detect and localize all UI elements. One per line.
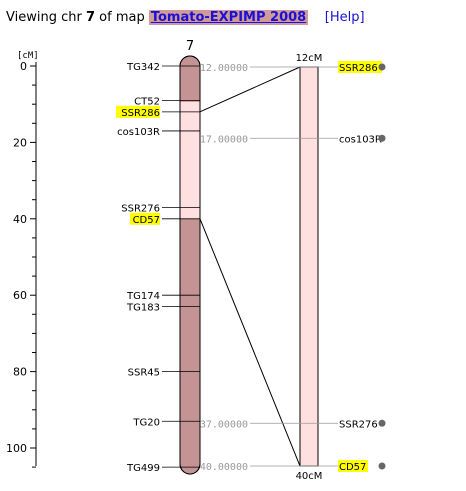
header-middle: of map — [99, 10, 145, 25]
chromosome-selected-region[interactable] — [180, 101, 200, 219]
chromosome-marker-label[interactable]: TG174 — [126, 291, 160, 302]
marker-info-dot-icon[interactable] — [378, 462, 386, 470]
ruler-tick-label: 80 — [13, 366, 27, 379]
zoomed-section[interactable]: 12cM 40cM 12.00000 SSR286 17.00000 cos103R 37.… — [199, 53, 386, 482]
chromosome-marker-label[interactable]: TG342 — [126, 62, 160, 73]
map-name-link[interactable]: Tomato-EXPIMP 2008 — [148, 10, 309, 25]
chromosome-name: 7 — [186, 39, 194, 54]
chromosome-marker-label[interactable]: SSR276 — [121, 203, 160, 214]
zoom-marker-position: 12.00000 — [200, 63, 248, 74]
chromosome-outline — [179, 55, 201, 475]
chromosome-marker-label[interactable]: cos103R — [117, 127, 160, 138]
chromosome-marker-label[interactable]: CT52 — [134, 96, 160, 107]
ruler-unit-label: [cM] — [17, 51, 39, 61]
marker-highlight — [338, 61, 382, 73]
help-open-bracket: [ — [324, 10, 330, 25]
ruler-tick-label: 60 — [13, 289, 27, 302]
zoom-top-label: 12cM — [296, 53, 323, 64]
chromosome-marker-label[interactable]: TG20 — [132, 417, 160, 428]
page-header: Viewing chr 7 of map Tomato-EXPIMP 2008 … — [6, 10, 365, 25]
ruler-tick-label: 40 — [13, 213, 27, 226]
marker-info-dot-icon[interactable] — [378, 134, 386, 142]
zoom-marker-position: 17.00000 — [200, 134, 248, 145]
marker-info-dot-icon[interactable] — [378, 419, 386, 427]
header-prefix: Viewing chr — [6, 10, 82, 25]
zoom-marker-position: 40.00000 — [200, 462, 248, 473]
zoom-marker-label[interactable]: SSR286 — [339, 63, 378, 74]
zoom-marker-label[interactable]: CD57 — [339, 462, 366, 473]
ruler-tick-label: 20 — [13, 136, 27, 149]
cm-ruler: [cM]0 20 40 60 80 100 — [6, 51, 39, 468]
zoom-marker-position: 37.00000 — [200, 419, 248, 430]
marker-highlight — [338, 460, 368, 472]
marker-highlight — [116, 105, 160, 118]
help-close-bracket: ] — [359, 10, 365, 25]
ruler-tick-label: 100 — [6, 442, 27, 455]
chromosome-marker-label[interactable]: TG183 — [126, 303, 160, 314]
chromosome-number: 7 — [85, 10, 96, 25]
chromosome-marker-label[interactable]: TG499 — [126, 463, 160, 474]
zoom-marker-label[interactable]: cos103R — [339, 134, 382, 145]
ruler-tick-label: 0 — [20, 60, 27, 73]
marker-highlight — [130, 212, 160, 225]
zoom-chromosome-section[interactable] — [299, 66, 319, 467]
chromosome-marker-label[interactable]: SSR286 — [121, 108, 160, 119]
zoom-connector-top — [199, 66, 301, 113]
chromosome-marker-label[interactable]: SSR45 — [128, 368, 160, 379]
marker-info-dot-icon[interactable] — [378, 63, 386, 71]
help-link[interactable]: Help — [329, 10, 360, 25]
chromosome-overview[interactable]: 7TG342CT52SSR286cos103RSSR276CD57TG174TG… — [116, 39, 201, 475]
zoom-connector-bottom — [199, 218, 301, 467]
zoom-bottom-label: 40cM — [296, 471, 323, 482]
chromosome-marker-label[interactable]: CD57 — [133, 215, 160, 226]
zoom-marker-label[interactable]: SSR276 — [339, 419, 378, 430]
